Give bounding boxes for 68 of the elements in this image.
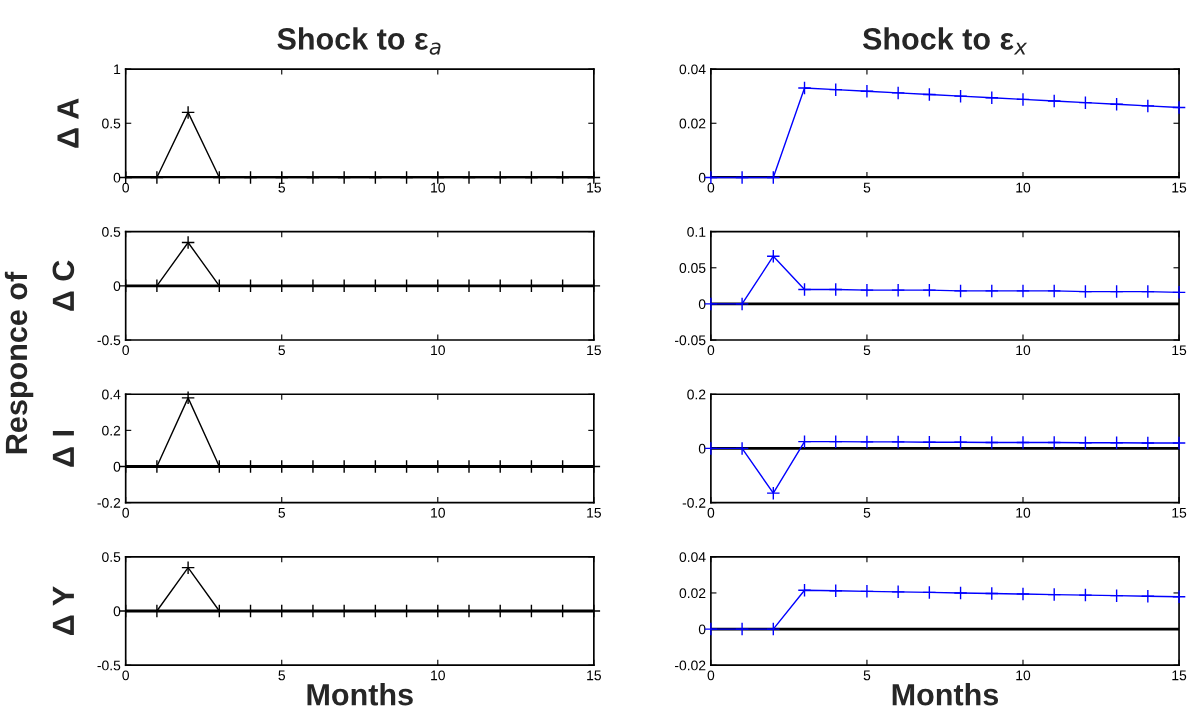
x-axis-title: Months bbox=[892, 683, 999, 706]
x-tick-label: 10 bbox=[431, 345, 445, 356]
y-tick-label: -0.05 bbox=[674, 335, 706, 346]
x-tick-label: 5 bbox=[278, 670, 286, 681]
y-tick-label: 0.02 bbox=[679, 588, 706, 599]
x-tick-label: 15 bbox=[1172, 345, 1187, 356]
y-axis-title: Δ A bbox=[57, 98, 79, 148]
y-tick-label: -0.2 bbox=[97, 497, 121, 508]
x-tick-label: 15 bbox=[587, 507, 601, 518]
x-tick-label: 0 bbox=[707, 345, 715, 356]
x-tick-label: 10 bbox=[1016, 670, 1031, 681]
x-tick-label: 5 bbox=[863, 670, 871, 681]
y-tick-label: 0 bbox=[113, 461, 121, 472]
x-tick-label: 0 bbox=[707, 507, 715, 518]
y-axis-title: Δ C bbox=[52, 260, 75, 311]
x-tick-label: 15 bbox=[1172, 507, 1187, 518]
y-tick-label: 0.5 bbox=[102, 118, 121, 129]
chart-title: Shock to ε$_{x}$ bbox=[862, 27, 1028, 55]
y-tick-label: 1 bbox=[114, 64, 121, 75]
x-tick-label: 5 bbox=[863, 507, 871, 518]
y-tick-label: 0.5 bbox=[102, 226, 121, 237]
x-tick-label: 0 bbox=[707, 182, 715, 193]
x-axis-title: Months bbox=[307, 683, 413, 706]
x-tick-label: 5 bbox=[863, 182, 871, 193]
x-tick-label: 10 bbox=[431, 670, 445, 681]
x-tick-label: 5 bbox=[863, 345, 871, 356]
y-axis-title: Δ Y bbox=[52, 586, 74, 635]
x-tick-label: 0 bbox=[122, 345, 129, 356]
y-tick-label: 0 bbox=[698, 172, 706, 183]
y-tick-label: 0.2 bbox=[687, 389, 706, 400]
x-tick-label: 0 bbox=[122, 507, 129, 518]
y-tick-label: 0.02 bbox=[679, 118, 706, 129]
y-tick-label: 0 bbox=[113, 172, 121, 183]
y-tick-label: 0 bbox=[113, 281, 121, 292]
y-tick-label: -0.2 bbox=[682, 497, 706, 508]
x-tick-label: 5 bbox=[278, 507, 286, 518]
y-tick-label: 0 bbox=[698, 624, 706, 635]
y-tick-label: 0.4 bbox=[102, 389, 121, 400]
y-tick-label: 0.04 bbox=[679, 552, 706, 562]
y-tick-label: 0.04 bbox=[679, 64, 706, 75]
y-tick-label: 0.5 bbox=[102, 552, 121, 562]
x-tick-label: 0 bbox=[122, 670, 129, 681]
x-tick-label: 10 bbox=[1016, 182, 1031, 193]
chart-title: Shock to ε$_{a}$ bbox=[277, 27, 441, 55]
x-tick-label: 10 bbox=[431, 182, 445, 193]
y-tick-label: 0 bbox=[113, 606, 121, 617]
y-tick-label: -0.02 bbox=[674, 660, 706, 671]
y-tick-label: -0.5 bbox=[97, 660, 121, 671]
x-tick-label: 5 bbox=[278, 345, 286, 356]
x-tick-label: 15 bbox=[587, 670, 601, 681]
y-tick-label: 0.05 bbox=[679, 263, 706, 273]
x-tick-label: 15 bbox=[1172, 182, 1187, 193]
x-tick-label: 10 bbox=[431, 507, 445, 518]
y-tick-label: 0 bbox=[698, 443, 706, 454]
x-tick-label: 10 bbox=[1016, 345, 1031, 356]
y-tick-label: 0 bbox=[698, 299, 706, 310]
x-tick-label: 10 bbox=[1016, 507, 1031, 518]
y-tick-label: 0.2 bbox=[102, 425, 121, 436]
x-tick-label: 0 bbox=[707, 670, 715, 681]
y-tick-label: 0.1 bbox=[687, 226, 706, 237]
y-axis-title: Δ I bbox=[52, 431, 74, 467]
x-tick-label: 15 bbox=[587, 345, 601, 356]
x-tick-label: 15 bbox=[587, 182, 601, 193]
x-tick-label: 0 bbox=[122, 182, 129, 193]
x-tick-label: 15 bbox=[1172, 670, 1187, 681]
x-tick-label: 5 bbox=[278, 182, 286, 193]
text: Responce of bbox=[4, 271, 34, 454]
y-tick-label: -0.5 bbox=[97, 335, 121, 346]
